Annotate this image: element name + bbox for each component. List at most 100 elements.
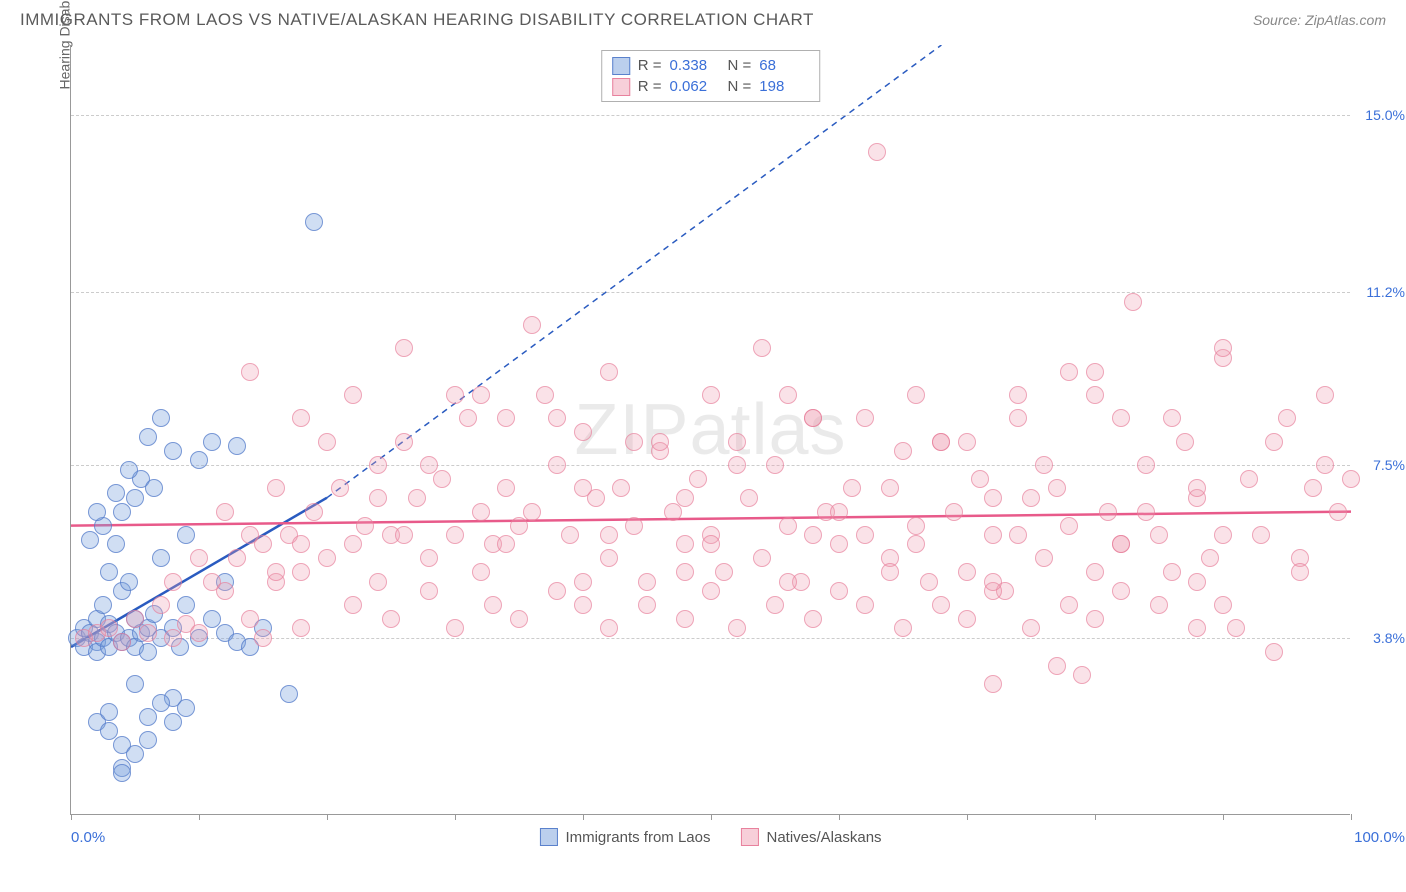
r-label: R = [638,55,662,76]
y-tick-label: 11.2% [1366,284,1405,300]
data-point [1009,409,1027,427]
data-point [856,526,874,544]
gridline [71,115,1350,116]
data-point [292,563,310,581]
n-label: N = [728,55,752,76]
data-point [267,479,285,497]
gridline [71,465,1350,466]
data-point [1086,610,1104,628]
data-point [1188,619,1206,637]
data-point [1060,517,1078,535]
data-point [984,675,1002,693]
data-point [1163,409,1181,427]
data-point [1035,456,1053,474]
data-point [779,573,797,591]
data-point [651,433,669,451]
data-point [126,675,144,693]
data-point [164,629,182,647]
data-point [1048,479,1066,497]
stats-legend-box: R = 0.338 N = 68 R = 0.062 N = 198 [601,50,821,102]
data-point [1265,643,1283,661]
data-point [1329,503,1347,521]
n-label: N = [728,76,752,97]
data-point [830,503,848,521]
data-point [152,549,170,567]
data-point [395,526,413,544]
data-point [856,409,874,427]
data-point [1086,363,1104,381]
data-point [612,479,630,497]
x-tick [1223,814,1224,820]
data-point [497,409,515,427]
swatch-pink-icon [612,78,630,96]
data-point [1112,535,1130,553]
data-point [740,489,758,507]
data-point [1073,666,1091,684]
y-tick-label: 3.8% [1373,630,1405,646]
data-point [420,456,438,474]
data-point [113,633,131,651]
data-point [1316,456,1334,474]
data-point [216,503,234,521]
data-point [318,549,336,567]
data-point [625,433,643,451]
data-point [702,386,720,404]
data-point [369,489,387,507]
data-point [1201,549,1219,567]
data-point [830,535,848,553]
swatch-blue-icon [539,828,557,846]
data-point [292,535,310,553]
chart-title: IMMIGRANTS FROM LAOS VS NATIVE/ALASKAN H… [20,10,814,30]
data-point [984,526,1002,544]
data-point [868,143,886,161]
data-point [958,433,976,451]
data-point [1112,582,1130,600]
data-point [241,526,259,544]
data-point [676,610,694,628]
data-point [664,503,682,521]
data-point [1124,293,1142,311]
data-point [100,722,118,740]
data-point [1022,619,1040,637]
data-point [305,213,323,231]
data-point [1188,573,1206,591]
swatch-pink-icon [740,828,758,846]
data-point [145,479,163,497]
swatch-blue-icon [612,57,630,75]
data-point [1163,563,1181,581]
data-point [1252,526,1270,544]
legend-item-blue: Immigrants from Laos [539,828,710,846]
data-point [139,731,157,749]
data-point [1316,386,1334,404]
data-point [241,610,259,628]
data-point [907,535,925,553]
x-tick [1095,814,1096,820]
data-point [318,433,336,451]
data-point [1009,526,1027,544]
chart-source: Source: ZipAtlas.com [1253,12,1386,28]
data-point [408,489,426,507]
data-point [932,433,950,451]
data-point [728,456,746,474]
data-point [484,596,502,614]
data-point [676,489,694,507]
data-point [177,596,195,614]
data-point [292,409,310,427]
data-point [107,535,125,553]
data-point [830,582,848,600]
data-point [638,596,656,614]
data-point [574,573,592,591]
data-point [1227,619,1245,637]
data-point [843,479,861,497]
data-point [715,563,733,581]
data-point [907,517,925,535]
legend-label-pink: Natives/Alaskans [766,829,881,846]
bottom-legend: Immigrants from Laos Natives/Alaskans [539,828,881,846]
data-point [548,456,566,474]
data-point [1060,596,1078,614]
data-point [228,437,246,455]
data-point [1150,596,1168,614]
data-point [1291,563,1309,581]
data-point [574,479,592,497]
data-point [856,596,874,614]
